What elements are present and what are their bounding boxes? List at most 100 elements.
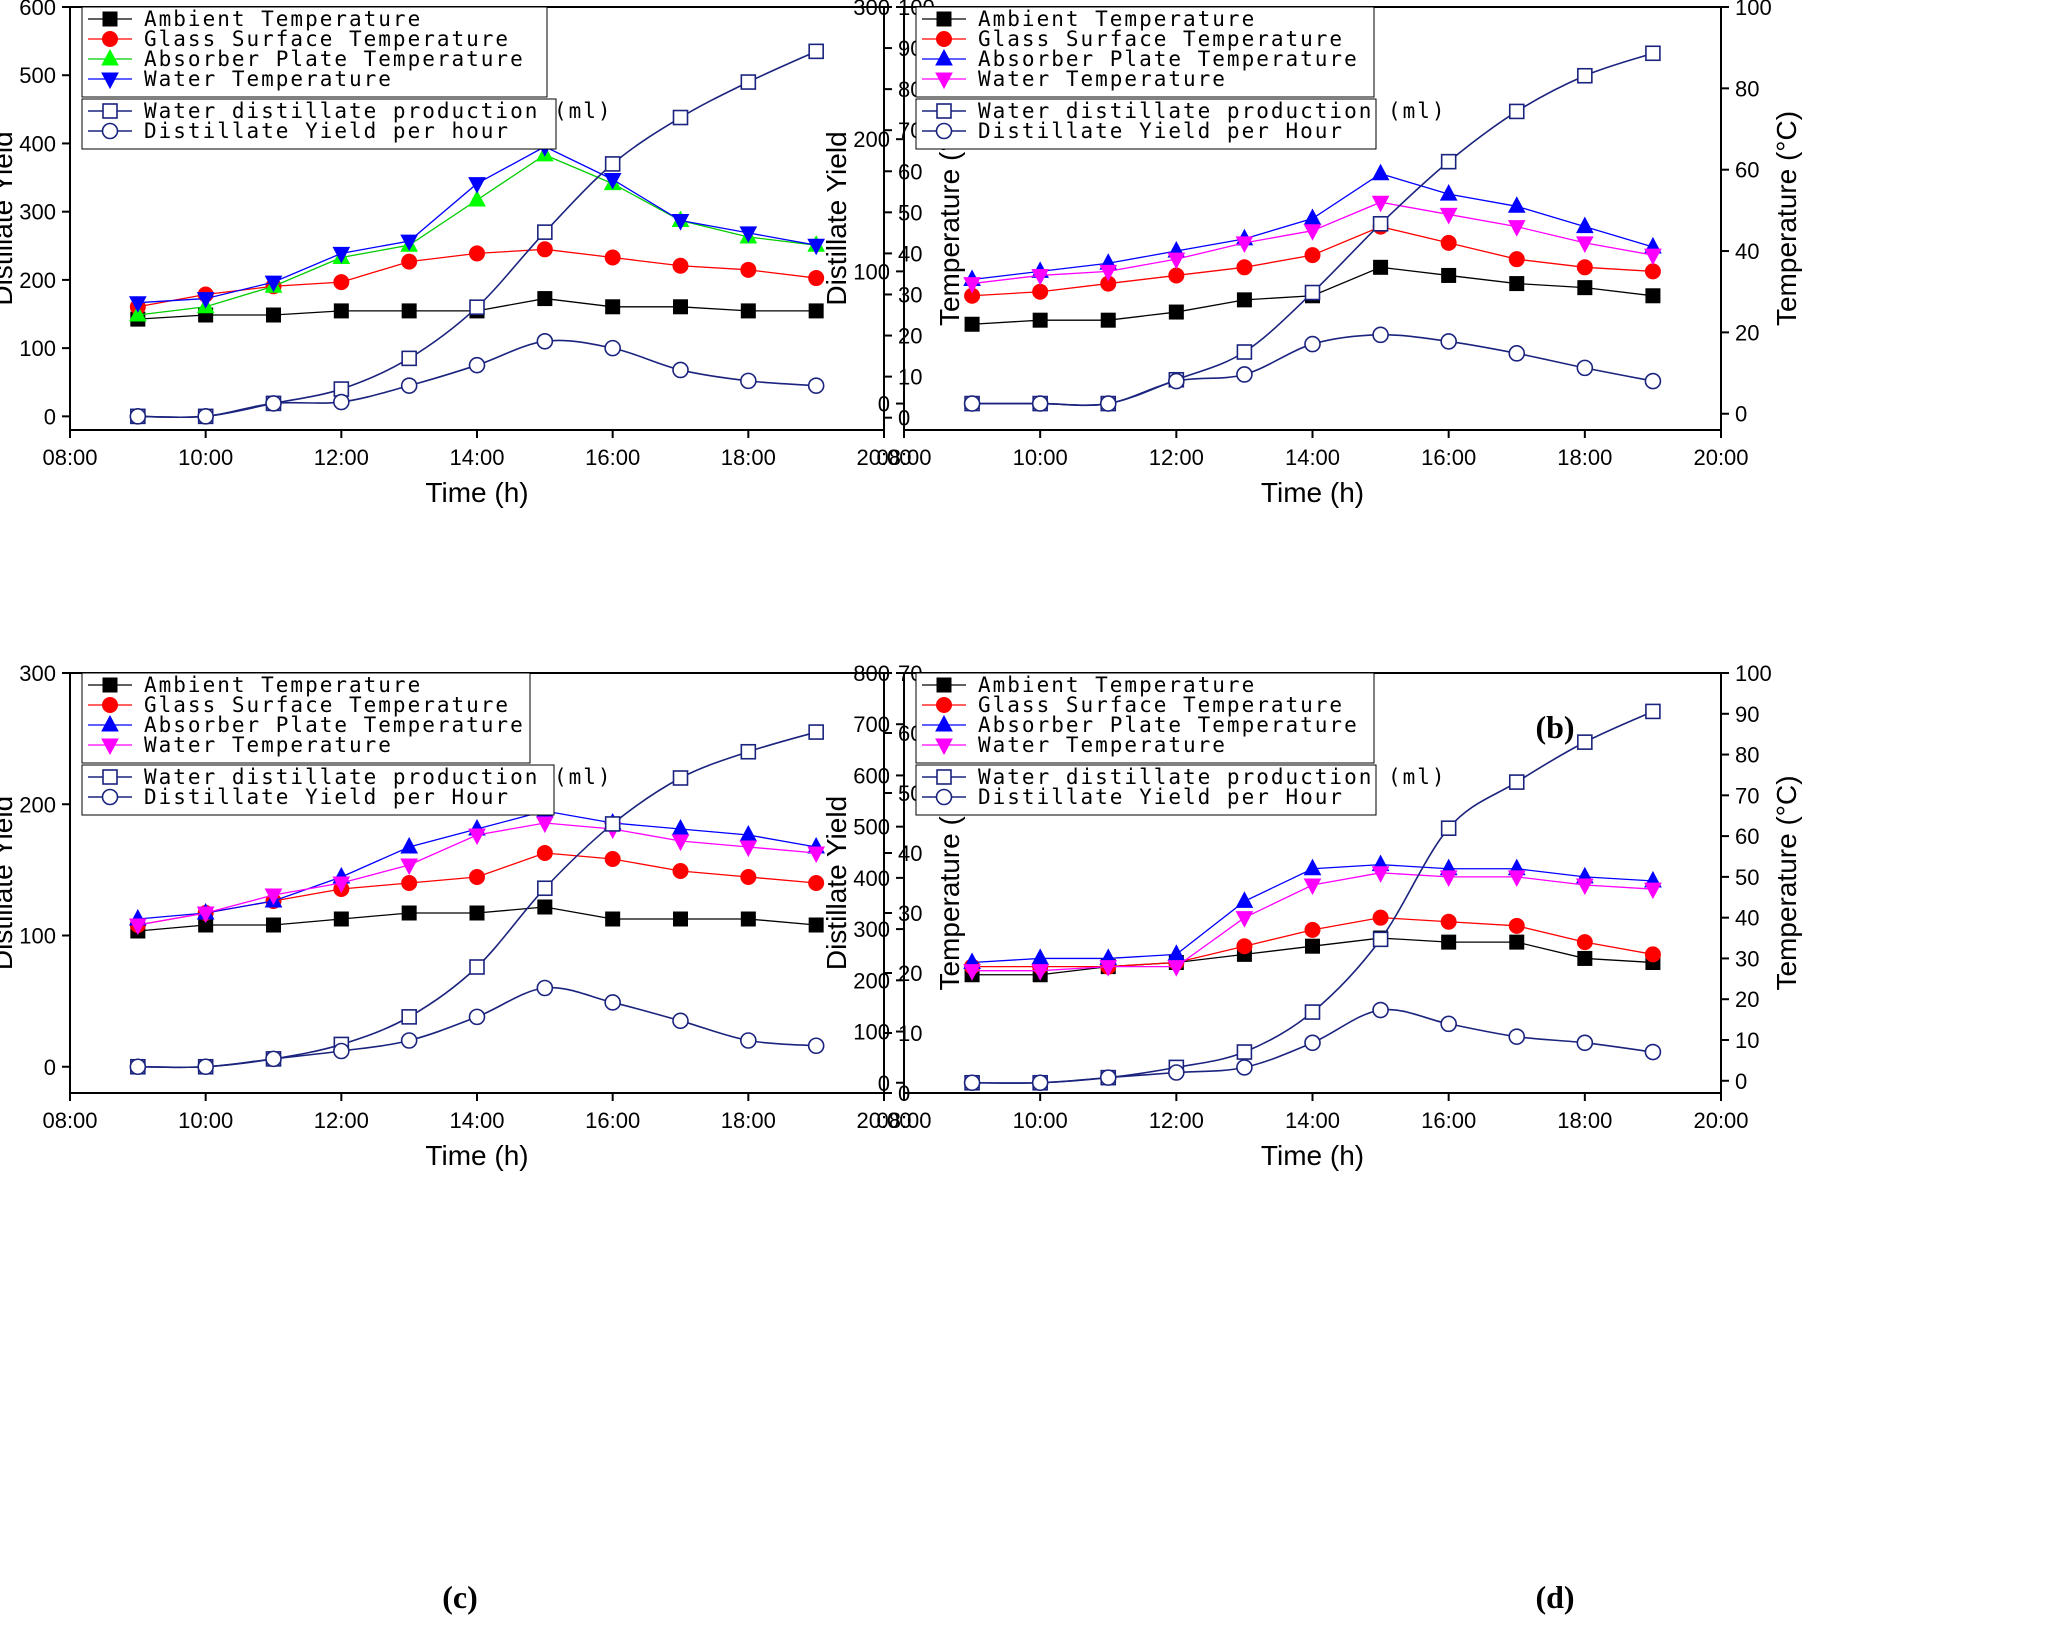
data-point	[333, 911, 349, 927]
data-point	[1576, 359, 1594, 377]
data-point	[1644, 882, 1662, 900]
data-point	[129, 408, 147, 425]
data-point	[672, 770, 689, 786]
y-left-tick-label: 0	[878, 392, 890, 417]
data-point	[1304, 1034, 1321, 1052]
data-point	[1576, 878, 1594, 896]
data-point	[807, 377, 825, 394]
data-point	[468, 828, 486, 846]
data-point	[1032, 283, 1049, 300]
legend-box	[915, 764, 1377, 816]
x-tick-label: 12:00	[314, 445, 369, 470]
x-tick-label: 18:00	[721, 445, 776, 470]
y-right-tick-label: 60	[1735, 824, 1759, 849]
x-axis-title: Time (h)	[425, 477, 528, 508]
x-tick-label: 08:00	[876, 445, 931, 470]
legend-label: Water Temperature	[978, 67, 1227, 91]
data-point	[196, 906, 215, 924]
data-point	[196, 292, 215, 309]
x-tick-label: 18:00	[721, 1108, 776, 1133]
x-tick-label: 14:00	[449, 1108, 504, 1133]
legend-label: Absorber Plate Temperature	[978, 47, 1359, 71]
data-point	[128, 304, 147, 322]
y-left-tick-label: 200	[19, 792, 56, 817]
y-left-tick-label: 0	[44, 404, 56, 429]
data-point	[604, 249, 621, 266]
data-point	[1507, 220, 1526, 237]
y-right-tick-label: 60	[1735, 158, 1759, 183]
y-right-tick-label: 100	[1735, 661, 1772, 686]
legend-marker	[101, 122, 119, 140]
data-point	[1508, 774, 1525, 790]
legend-box	[915, 672, 1375, 764]
data-point	[537, 899, 553, 915]
legend-marker	[101, 714, 119, 732]
y-left-tick-label: 100	[19, 924, 56, 949]
legend-label: Distillate Yield per Hour	[144, 785, 510, 809]
panel-c: 08:00 10:00 12:00 14:00 16:00 18:00 20:00 Time …	[0, 661, 965, 1615]
x-tick-label: 20:00	[1693, 1108, 1748, 1133]
legend-marker	[935, 122, 953, 140]
data-point	[1236, 292, 1252, 308]
data-point	[1508, 917, 1525, 934]
legend-marker	[936, 769, 952, 785]
data-point	[1031, 964, 1049, 981]
data-point	[1167, 252, 1186, 270]
data-point	[266, 917, 281, 933]
data-point	[1371, 195, 1390, 213]
x-tick-label: 08:00	[42, 1108, 97, 1133]
y-right-tick-label: 20	[1735, 987, 1759, 1012]
data-point	[963, 964, 981, 981]
data-point	[1576, 216, 1594, 234]
data-point	[739, 824, 758, 842]
data-point	[1439, 207, 1458, 225]
x-tick-label: 12:00	[314, 1108, 369, 1133]
legend-marker	[102, 677, 118, 693]
legend-box	[915, 6, 1375, 98]
x-tick-label: 16:00	[585, 1108, 640, 1133]
data-point	[672, 109, 689, 126]
data-point	[1576, 236, 1594, 253]
series-line	[137, 145, 817, 304]
legend-label: Ambient Temperature	[978, 7, 1256, 31]
y-right-tick-label: 10	[898, 365, 922, 390]
data-point	[264, 888, 283, 906]
data-point	[401, 875, 418, 891]
y-right-tick-label: 20	[898, 961, 922, 986]
y-right-tick-label: 50	[1735, 865, 1759, 890]
data-point	[1303, 208, 1322, 225]
data-point	[536, 333, 554, 350]
x-tick-label: 16:00	[1421, 445, 1476, 470]
data-point	[1236, 259, 1253, 276]
series-5	[963, 326, 1662, 412]
data-point	[1576, 934, 1593, 951]
y-left-tick-label: 300	[853, 0, 890, 20]
data-point	[964, 316, 980, 332]
data-point	[603, 172, 622, 190]
data-point	[536, 979, 554, 997]
legend-label: Water Temperature	[978, 733, 1227, 757]
data-point	[808, 303, 824, 319]
data-point	[537, 880, 553, 897]
data-point	[673, 299, 688, 315]
x-axis: 08:00 10:00 12:00 14:00 16:00 18:00 20:00	[876, 1093, 1749, 1133]
legend-marker	[102, 769, 118, 785]
y-left-tick-label: 300	[19, 661, 56, 686]
x-axis: 08:00 10:00 12:00 14:00 16:00 18:00 20:00	[42, 1093, 912, 1133]
data-point	[740, 869, 757, 885]
series-3	[963, 866, 1662, 981]
data-point	[400, 858, 418, 876]
legend-box	[81, 672, 531, 764]
data-point	[1576, 259, 1593, 276]
legend-marker	[101, 788, 119, 806]
y-right-tick-label: 80	[1735, 743, 1759, 768]
legend-label: Absorber Plate Temperature	[978, 713, 1359, 737]
x-tick-label: 12:00	[1149, 1108, 1204, 1133]
data-point	[1304, 921, 1321, 938]
legend-label: Water distillate production (ml)	[144, 99, 613, 123]
data-point	[266, 307, 281, 323]
y-left-tick-label: 700	[853, 712, 890, 737]
x-tick-label: 10:00	[1013, 445, 1068, 470]
data-point	[1304, 247, 1321, 264]
